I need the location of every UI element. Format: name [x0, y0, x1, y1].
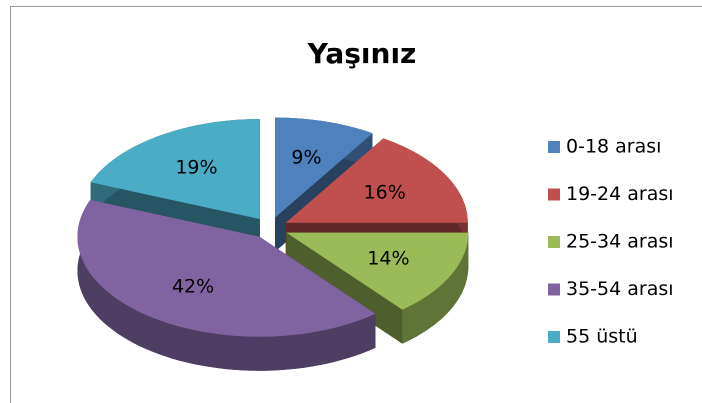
pie-slice [285, 138, 468, 223]
data-label: 19% [175, 156, 217, 178]
slice-edge [402, 232, 469, 344]
pie-slice [275, 117, 373, 218]
legend-swatch [548, 188, 560, 201]
data-label: 42% [172, 275, 214, 297]
legend-swatch [548, 331, 560, 343]
legend-label: 35-54 arası [566, 278, 674, 300]
legend-label: 0-18 arası [566, 136, 661, 158]
pie-slice [90, 119, 260, 220]
legend-swatch [548, 283, 560, 296]
data-label: 16% [364, 181, 406, 203]
pie-slice [286, 232, 469, 310]
data-label: 14% [367, 247, 409, 269]
legend-label: 25-34 arası [566, 231, 674, 253]
legend-swatch [548, 236, 560, 248]
slice-edge [77, 199, 376, 371]
data-label: 9% [291, 147, 321, 169]
pie-slice [77, 199, 376, 337]
chart-title: Yaşınız [307, 37, 417, 70]
legend-label: 19-24 arası [566, 183, 674, 205]
legend-label: 55 üstü [566, 326, 638, 348]
legend-swatch [548, 141, 560, 153]
